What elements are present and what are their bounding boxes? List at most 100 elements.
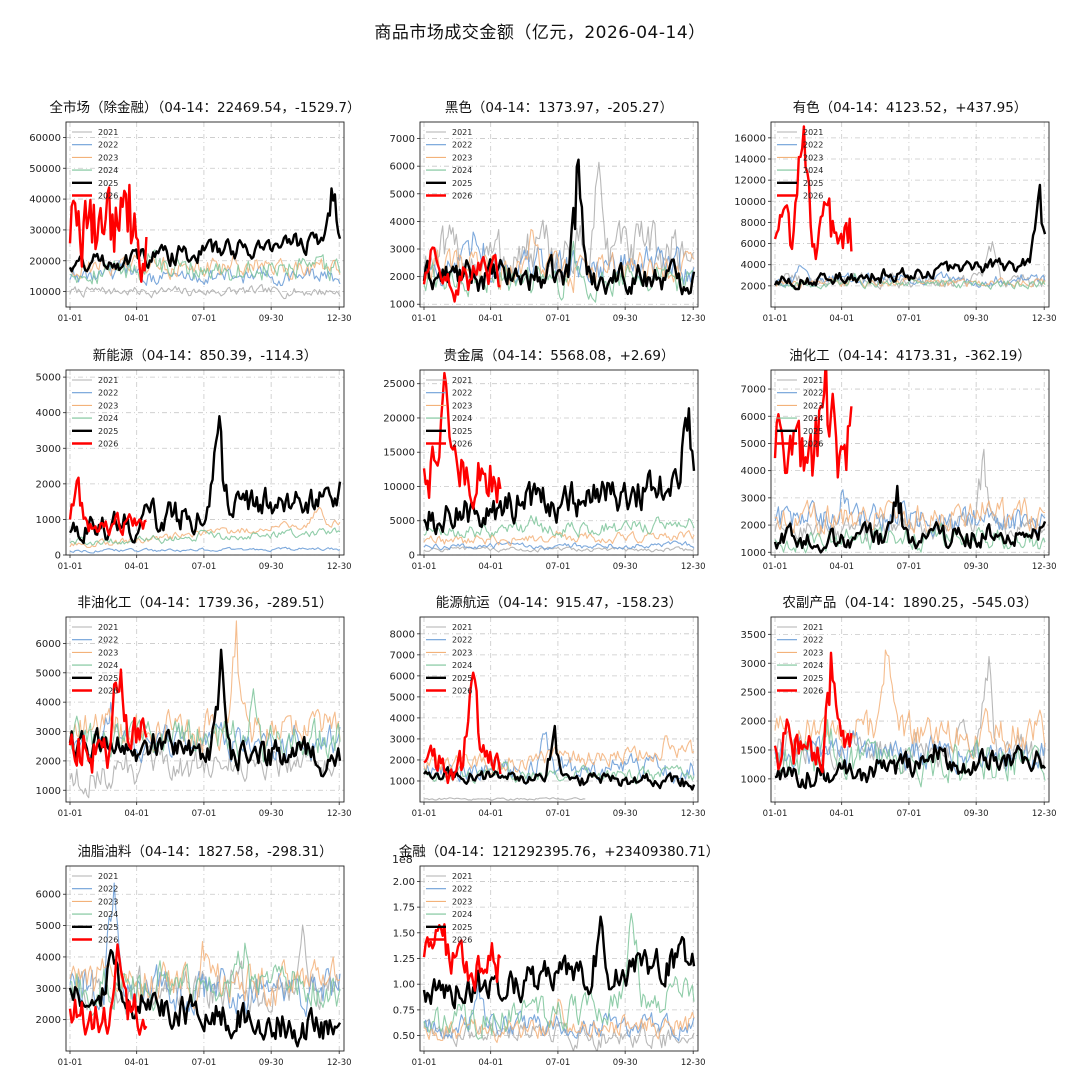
chart-svg: 能源航运（04-14：915.47，-158.23） 1000 2000 3000 40… — [390, 595, 706, 819]
x-tick-label: 04-01 — [478, 1058, 503, 1068]
legend-label: 2025 — [803, 427, 823, 436]
y-tick-label: 1000 — [390, 300, 415, 311]
legend-label: 2025 — [803, 179, 823, 188]
y-tick-label: 14000 — [734, 155, 766, 166]
y-tick-label: 1.00 — [393, 980, 415, 991]
legend: 2021 2022 2023 2024 2025 2026 — [426, 872, 472, 945]
series-line-2025 — [773, 484, 1047, 554]
plot-frame — [65, 865, 345, 1052]
legend-label: 2026 — [452, 936, 472, 945]
legend-label: 2023 — [98, 648, 118, 657]
series-line-2024 — [423, 515, 695, 539]
legend-label: 2024 — [803, 166, 823, 175]
y-tick-label: 50000 — [29, 164, 61, 175]
y-tick-label: 10000 — [734, 197, 766, 208]
series-line-2026 — [68, 476, 147, 537]
series-line-2022 — [774, 730, 1046, 775]
legend-label: 2022 — [452, 636, 472, 645]
y-tick-label: 3000 — [741, 493, 766, 504]
legend-label: 2024 — [452, 414, 472, 423]
legend: 2021 2022 2023 2024 2025 2026 — [777, 376, 823, 449]
x-tick-label: 07-01 — [546, 562, 571, 572]
legend-label: 2026 — [452, 192, 472, 201]
x-tick-label: 12-30 — [681, 314, 706, 324]
legend: 2021 2022 2023 2024 2025 2026 — [777, 128, 823, 201]
x-tick-label: 12-30 — [681, 1058, 706, 1068]
x-tick-label: 04-01 — [124, 1058, 149, 1068]
series-line-2026 — [422, 246, 501, 303]
y-tick-label: 5000 — [390, 516, 415, 527]
legend-label: 2024 — [803, 414, 823, 423]
plot-frame — [419, 369, 699, 556]
plot-frame — [419, 865, 699, 1052]
y-tick-label: 1.50 — [393, 928, 415, 939]
chart-panel: 油化工（04-14：4173.31，-362.19） 1000 2000 3000 40… — [711, 340, 1059, 580]
x-tick-label: 04-01 — [124, 809, 149, 819]
legend-label: 2023 — [98, 153, 118, 162]
y-tick-label: 2000 — [741, 281, 766, 292]
y-tick-label: 6000 — [390, 162, 415, 173]
legend-label: 2023 — [452, 648, 472, 657]
x-tick-label: 09-30 — [259, 562, 284, 572]
x-tick-label: 09-30 — [259, 1058, 284, 1068]
y-tick-label: 6000 — [390, 671, 415, 682]
series-line-2026 — [773, 651, 853, 774]
chart-panel: 非油化工（04-14：1739.36，-289.51） 1000 2000 3000 4… — [6, 587, 354, 827]
y-tick-label: 8000 — [390, 629, 415, 640]
plot-frame — [770, 121, 1050, 308]
legend-label: 2024 — [98, 166, 118, 175]
chart-svg: 油化工（04-14：4173.31，-362.19） 1000 2000 3000 40… — [741, 348, 1057, 572]
x-tick-label: 04-01 — [829, 314, 854, 324]
series-line-2024 — [774, 522, 1046, 554]
plot-frame — [419, 616, 699, 803]
x-tick-label: 12-30 — [1032, 314, 1057, 324]
series-line-2026 — [422, 923, 502, 992]
plot-frame — [770, 616, 1050, 803]
y-tick-label: 3000 — [36, 984, 61, 995]
chart-panel: 有色（04-14：4123.52，+437.95） 2000 4000 6000 800… — [711, 92, 1059, 332]
chart-svg: 黑色（04-14：1373.97，-205.27） 1000 2000 3000 400… — [390, 99, 706, 324]
y-tick-label: 3000 — [390, 245, 415, 256]
series-line-2025 — [68, 187, 342, 273]
chart-panel: 金融（04-14：121292395.76，+23409380.71） 0.50 0… — [360, 836, 719, 1076]
chart-title: 新能源（04-14：850.39，-114.3） — [93, 348, 317, 364]
legend-label: 2024 — [452, 166, 472, 175]
y-tick-label: 2000 — [741, 521, 766, 532]
x-tick-label: 01-01 — [412, 314, 437, 324]
y-tick-label: 4000 — [390, 217, 415, 228]
series-line-2024 — [774, 719, 1046, 788]
y-tick-label: 2000 — [741, 717, 766, 728]
legend-label: 2025 — [452, 674, 472, 683]
legend-label: 2022 — [98, 885, 118, 894]
chart-title: 非油化工（04-14：1739.36，-289.51） — [77, 595, 332, 611]
chart-title: 能源航运（04-14：915.47，-158.23） — [436, 595, 683, 611]
y-tick-label: 5000 — [36, 373, 61, 384]
legend-label: 2022 — [803, 141, 823, 150]
x-tick-label: 04-01 — [829, 809, 854, 819]
y-tick-label: 1000 — [36, 515, 61, 526]
legend-label: 2023 — [452, 153, 472, 162]
series-line-2025 — [422, 158, 696, 296]
y-tick-label: 3000 — [390, 734, 415, 745]
legend-label: 2022 — [452, 141, 472, 150]
y-tick-label: 1000 — [741, 548, 766, 559]
legend-label: 2024 — [98, 661, 118, 670]
y-tick-label: 5000 — [741, 439, 766, 450]
y-tick-label: 7000 — [741, 385, 766, 396]
y-tick-label: 3000 — [36, 727, 61, 738]
chart-panel: 农副产品（04-14：1890.25，-545.03） 1000 1500 2000 2… — [711, 587, 1059, 827]
x-tick-label: 07-01 — [192, 562, 217, 572]
x-tick-label: 07-01 — [192, 1058, 217, 1068]
x-tick-label: 01-01 — [412, 562, 437, 572]
legend-label: 2025 — [98, 923, 118, 932]
chart-panel: 能源航运（04-14：915.47，-158.23） 1000 2000 3000 40… — [360, 587, 708, 827]
series-line-2026 — [422, 371, 502, 510]
legend-label: 2022 — [98, 636, 118, 645]
x-tick-label: 01-01 — [58, 809, 83, 819]
legend-label: 2022 — [803, 389, 823, 398]
legend-label: 2024 — [452, 661, 472, 670]
y-tick-label: 12000 — [734, 176, 766, 187]
y-tick-label: 25000 — [383, 379, 415, 390]
chart-title: 有色（04-14：4123.52，+437.95） — [793, 99, 1028, 116]
legend-label: 2025 — [98, 179, 118, 188]
